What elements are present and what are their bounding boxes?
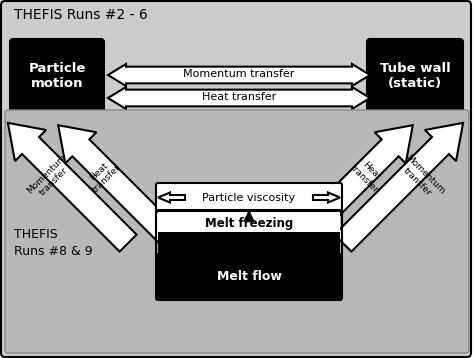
- Polygon shape: [108, 87, 370, 109]
- Text: Heat transfer: Heat transfer: [202, 92, 276, 102]
- Polygon shape: [108, 64, 370, 86]
- FancyBboxPatch shape: [10, 39, 104, 113]
- Polygon shape: [8, 123, 137, 252]
- Text: Melt flow: Melt flow: [217, 271, 281, 284]
- FancyBboxPatch shape: [158, 232, 340, 255]
- Text: Particle viscosity: Particle viscosity: [202, 193, 295, 203]
- Polygon shape: [334, 123, 463, 252]
- Text: THEFIS Runs #2 - 6: THEFIS Runs #2 - 6: [14, 8, 148, 22]
- Text: Momentum
transfer: Momentum transfer: [396, 153, 446, 203]
- Polygon shape: [313, 193, 340, 203]
- Text: Momentum transfer: Momentum transfer: [183, 69, 294, 79]
- FancyBboxPatch shape: [5, 110, 469, 353]
- Text: Melt freezing: Melt freezing: [205, 217, 293, 230]
- Text: Heat
transfer: Heat transfer: [349, 155, 388, 194]
- Text: Momentum
transfer: Momentum transfer: [25, 153, 75, 203]
- FancyBboxPatch shape: [367, 39, 463, 113]
- Text: Tube wall
(static): Tube wall (static): [380, 62, 450, 90]
- Polygon shape: [294, 125, 413, 243]
- Polygon shape: [58, 125, 176, 243]
- Text: THEFIS
Runs #8 & 9: THEFIS Runs #8 & 9: [14, 228, 93, 258]
- FancyBboxPatch shape: [156, 254, 342, 300]
- Text: Heat
transfer: Heat transfer: [84, 155, 123, 194]
- FancyBboxPatch shape: [156, 183, 342, 212]
- Polygon shape: [158, 193, 185, 203]
- FancyBboxPatch shape: [158, 212, 340, 233]
- Text: Particle
motion: Particle motion: [28, 62, 86, 90]
